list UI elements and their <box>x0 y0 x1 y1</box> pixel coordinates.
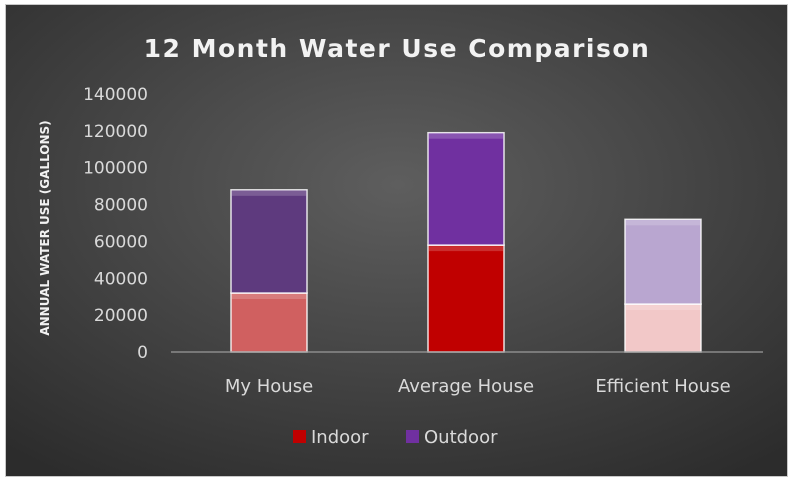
x-category-label: Average House <box>398 376 534 397</box>
y-tick-label: 140000 <box>83 85 148 105</box>
legend-label-outdoor: Outdoor <box>424 427 498 448</box>
legend-swatch-indoor <box>293 430 306 443</box>
bar-highlight <box>429 246 503 252</box>
legend-label-indoor: Indoor <box>311 427 369 448</box>
y-tick-label: 100000 <box>83 159 148 179</box>
bar-highlight <box>429 133 503 139</box>
y-tick-label: 0 <box>137 343 148 363</box>
bar-outdoor-1 <box>427 131 505 246</box>
bar-highlight <box>626 220 700 226</box>
chart-frame: 12 Month Water Use Comparison ANNUAL WAT… <box>5 4 788 477</box>
y-tick-label: 80000 <box>94 196 148 216</box>
x-category-label: Efficient House <box>595 376 730 397</box>
x-category-label: My House <box>225 376 313 397</box>
bar-highlight <box>626 305 700 311</box>
chart-title: 12 Month Water Use Comparison <box>144 34 651 63</box>
y-tick-label: 40000 <box>94 269 148 289</box>
bar-highlight <box>232 190 306 196</box>
y-axis-ticks: 0 20000 40000 60000 80000 100000 120000 140000 <box>83 85 148 363</box>
y-axis-label: ANNUAL WATER USE (GALLONS) <box>38 120 52 335</box>
y-tick-label: 20000 <box>94 306 148 326</box>
legend-swatch-outdoor <box>406 430 419 443</box>
bar-indoor-2 <box>624 303 702 353</box>
y-tick-label: 60000 <box>94 232 148 252</box>
bar-outdoor-0 <box>230 189 308 294</box>
bar-indoor-0 <box>230 292 308 353</box>
bar-indoor-1 <box>427 244 505 353</box>
legend: Indoor Outdoor <box>293 427 498 448</box>
x-axis-categories: My House Average House Efficient House <box>225 376 731 397</box>
bar-highlight <box>232 294 306 300</box>
chart-svg: 12 Month Water Use Comparison ANNUAL WAT… <box>6 5 787 476</box>
bar-outdoor-2 <box>624 218 702 305</box>
y-tick-label: 120000 <box>83 122 148 142</box>
bars <box>230 131 702 353</box>
